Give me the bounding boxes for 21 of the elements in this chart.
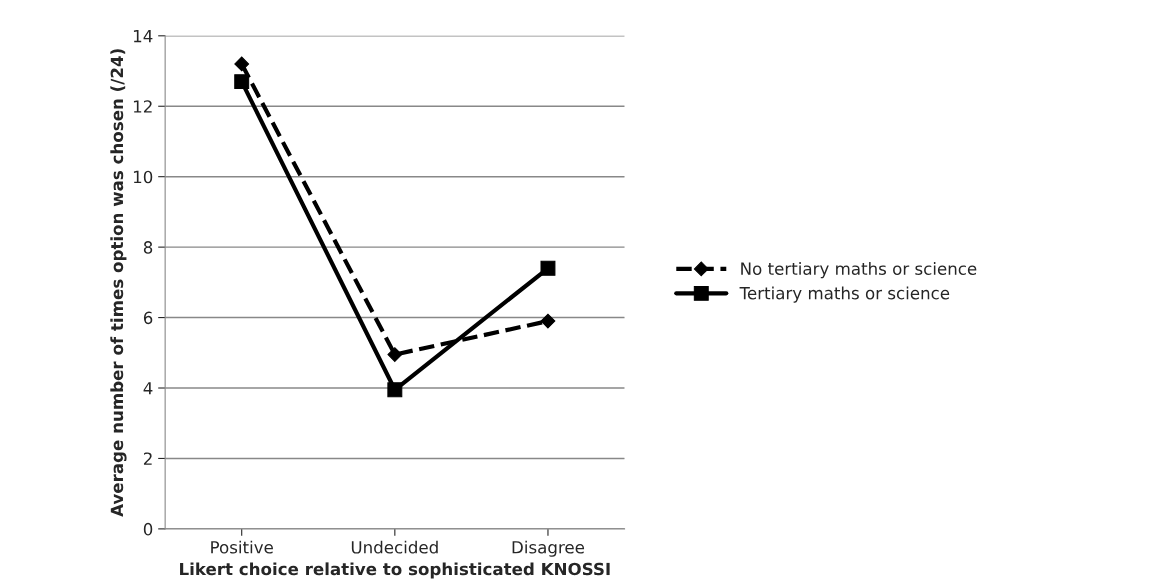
- point: [540, 260, 556, 276]
- point: [540, 313, 556, 329]
- y-tick-label: 10: [133, 170, 153, 184]
- y-axis-title: Average number of times option was chosen (/24): [110, 49, 127, 517]
- x-tick-label: Undecided: [351, 540, 438, 554]
- y-tick-label: 6: [143, 311, 153, 325]
- y-tick-label: 14: [133, 29, 153, 43]
- point: [387, 382, 403, 398]
- y-tick-label: 8: [143, 241, 153, 254]
- x-tick-label: Positive: [211, 540, 273, 554]
- point: [234, 56, 250, 72]
- point: [234, 74, 250, 90]
- y-tick-label: 2: [143, 452, 152, 465]
- x-axis-title: Likert choice relative to sophisticated KNOSSI: [180, 562, 610, 579]
- point: [387, 347, 403, 362]
- legend-label: Tertiary maths or science: [739, 286, 950, 303]
- y-tick-label: 4: [143, 382, 153, 395]
- y-tick-label: 12: [133, 100, 152, 113]
- y-tick-label: 0: [143, 522, 153, 536]
- legend-label: No tertiary maths or science: [741, 262, 977, 279]
- x-tick-label: Disagree: [512, 540, 585, 557]
